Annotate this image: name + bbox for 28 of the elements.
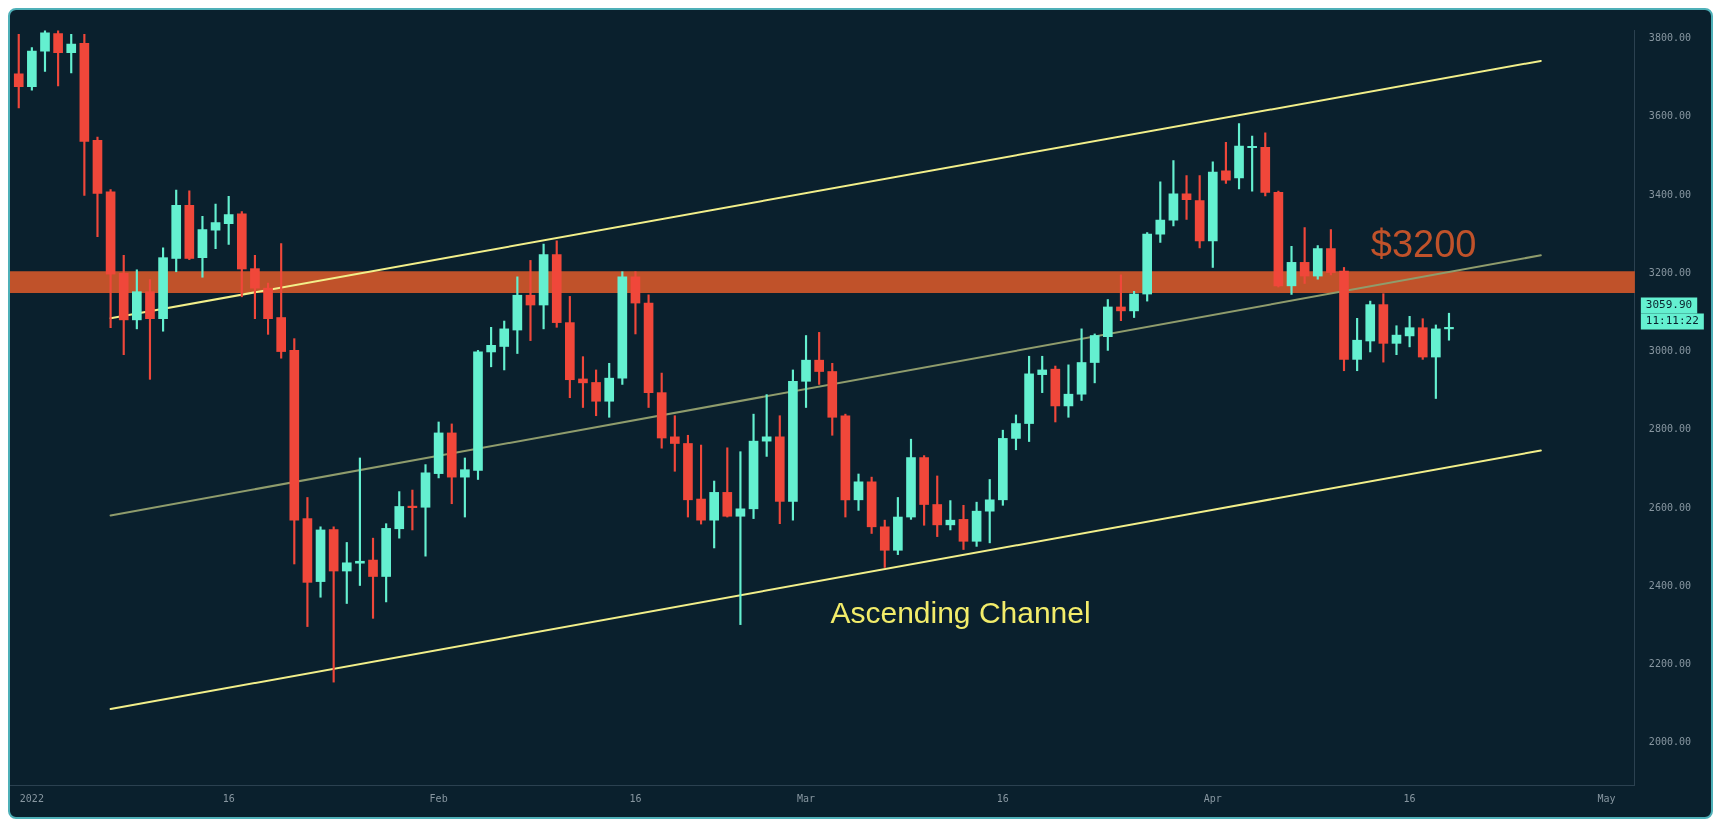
band-label: $3200 bbox=[1370, 222, 1477, 265]
y-tick-label: 3000.00 bbox=[1648, 345, 1692, 357]
y-tick-label: 3800.00 bbox=[1648, 32, 1692, 44]
y-tick-label: 2200.00 bbox=[1648, 658, 1692, 670]
x-tick-label: 16 bbox=[629, 792, 642, 804]
x-tick-label: Apr bbox=[1203, 792, 1222, 804]
candlestick bbox=[735, 451, 746, 625]
y-tick-label: 3400.00 bbox=[1648, 188, 1692, 200]
x-tick-label: May bbox=[1597, 792, 1616, 804]
y-tick-label: 3600.00 bbox=[1648, 110, 1692, 122]
text: 3059.90 bbox=[1645, 298, 1693, 312]
x-tick-label: 16 bbox=[1403, 792, 1416, 804]
x-tick-label: 16 bbox=[222, 792, 235, 804]
text: 11:11:22 bbox=[1645, 314, 1699, 328]
candlestick bbox=[1391, 325, 1402, 356]
y-tick-label: 2800.00 bbox=[1648, 423, 1692, 435]
y-tick-label: 2000.00 bbox=[1648, 736, 1692, 748]
x-tick-label: 16 bbox=[996, 792, 1009, 804]
annotation: Ascending Channel bbox=[830, 596, 1091, 630]
x-tick-label: Mar bbox=[797, 792, 816, 804]
candlestick bbox=[210, 203, 221, 250]
x-tick-label: Feb bbox=[429, 792, 448, 804]
y-tick-label: 2400.00 bbox=[1648, 579, 1692, 591]
candlestick bbox=[355, 457, 365, 586]
y-tick-label: 3200.00 bbox=[1648, 266, 1692, 278]
candlestick bbox=[1063, 364, 1074, 418]
x-tick-label: 2022 bbox=[19, 792, 44, 804]
y-tick-label: 2600.00 bbox=[1648, 501, 1692, 513]
